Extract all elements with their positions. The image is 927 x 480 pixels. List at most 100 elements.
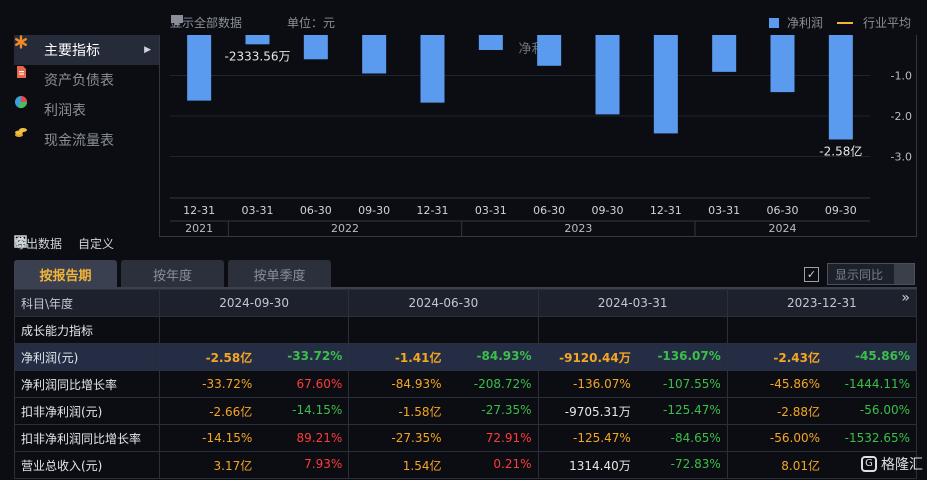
double-chevron-right-icon[interactable]: » (901, 290, 910, 306)
bar (478, 35, 503, 50)
nav-item-label: 利润表 (44, 103, 86, 119)
cell-yoy: -1444.11% (844, 377, 910, 391)
bar (595, 35, 620, 115)
table-header-row: 科目\年度 2024-09-30 2024-06-30 2024-03-31 2… (14, 289, 918, 317)
row-label: 营业总收入(元) (14, 451, 160, 479)
value-pair: -1.58亿 -27.35% (355, 403, 531, 420)
year-label: 2021 (185, 222, 213, 235)
legend-net-profit-label: 净利润 (786, 16, 823, 30)
value-pair: -56.00% -1532.65% (734, 431, 910, 445)
table-cell: -14.15% 89.21% (158, 424, 350, 452)
cell-yoy: -125.47% (663, 402, 721, 417)
dropdown-arrow-icon (894, 264, 914, 284)
table-cell: -1.41亿 -84.93% (348, 343, 539, 371)
legend-industry-avg-label: 行业平均 (862, 16, 911, 30)
nav-item-label: 资产负债表 (44, 73, 114, 89)
table-cell: 3.17亿 7.93% (158, 451, 350, 479)
x-tick-label: 12-31 (183, 204, 215, 217)
y-tick-label: -1.0 (891, 70, 912, 83)
tabs-underline (14, 287, 917, 289)
table-cell: -56.00% -1532.65% (726, 424, 918, 452)
cell-value: -27.35% (391, 431, 442, 445)
value-pair: -14.15% 89.21% (166, 431, 342, 445)
customize-button[interactable]: 自定义 (15, 235, 122, 252)
cell-value: 1.54亿 (402, 458, 442, 473)
table-row: 营业总收入(元) 3.17亿 7.93% 1.54亿 0.21% 1314.40万 -72.… (14, 451, 918, 479)
value-pair: -125.47% -84.65% (545, 431, 721, 445)
cell-yoy: 72.91% (485, 431, 532, 445)
bar (828, 35, 853, 140)
header-date: 2024-03-31 (537, 289, 728, 317)
show-yoy-checkbox[interactable]: ✓ (804, 266, 819, 282)
table-row: 扣非净利润(元) -2.66亿 -14.15% -1.58亿 -27.35% -9705.… (14, 397, 918, 425)
row-label: 扣非净利润同比增长率 (14, 424, 160, 452)
bar (653, 35, 678, 134)
net-profit-chart: -1.0-2.0-3.0净利润12-3103-3106-3009-3012-31… (159, 35, 917, 237)
x-tick-label: 06-30 (300, 204, 332, 217)
value-pair: -45.86% -1444.11% (734, 377, 910, 391)
brand-name: 格隆汇 (881, 457, 923, 473)
header-subject-year: 科目\年度 (14, 289, 160, 317)
x-tick-label: 12-31 (417, 204, 449, 217)
chart-canvas: -1.0-2.0-3.0净利润12-3103-3106-3009-3012-31… (170, 35, 912, 237)
header-date-cell: 2023-12-31 » (726, 289, 918, 317)
cell-yoy: -56.00% (859, 402, 910, 417)
cell-yoy: -1532.65% (844, 431, 910, 445)
value-pair: 1.54亿 0.21% (355, 457, 532, 474)
chart-legend: 净利润 行业平均 (768, 14, 911, 31)
show-yoy-label: 显示同比 (835, 267, 884, 282)
cell-yoy: 67.60% (296, 377, 343, 391)
cell-yoy: -72.83% (670, 456, 721, 471)
unit-label: 单位：元 (287, 16, 336, 30)
bar (187, 35, 212, 101)
tab-by-quarter[interactable]: 按单季度 (228, 260, 331, 288)
cell-value: -84.93% (391, 377, 442, 391)
nav-item-main-indicators[interactable]: 主要指标 ▶ (14, 35, 159, 65)
cell-yoy: -45.86% (855, 348, 910, 363)
value-pair: -136.07% -107.55% (545, 377, 721, 391)
table-toolbar: 导出数据 自定义 (14, 235, 130, 252)
table-cell: -2.58亿 -33.72% (158, 343, 350, 371)
value-pair: 8.01亿 (734, 457, 910, 474)
row-label: 扣非净利润(元) (14, 397, 160, 425)
cell-yoy: -14.15% (292, 402, 343, 417)
show-yoy-select[interactable]: 显示同比 (827, 263, 915, 285)
table-cell: -2.88亿 -56.00% (726, 397, 918, 425)
nav-item-cash-flow[interactable]: 现金流量表 (14, 125, 159, 155)
x-tick-label: 03-31 (242, 204, 274, 217)
cell-value: -45.86% (769, 377, 820, 391)
cell-value: -1.58亿 (398, 404, 442, 419)
value-pair: -84.93% -208.72% (355, 377, 531, 391)
bar (245, 35, 270, 45)
nav-item-balance-sheet[interactable]: 资产负债表 (14, 65, 159, 95)
cell-yoy: -136.07% (657, 348, 721, 363)
gelonghui-logo-icon: G (861, 456, 877, 472)
cell-value: -9705.31万 (564, 404, 631, 419)
period-tabs: 按报告期 按年度 按单季度 (14, 260, 335, 288)
section-title: 成长能力指标 (14, 316, 160, 344)
nav-item-label: 主要指标 (44, 43, 100, 59)
value-pair: 3.17亿 7.93% (166, 457, 343, 474)
data-label: -2.58亿 (819, 143, 862, 158)
value-pair: -2.88亿 -56.00% (734, 403, 910, 420)
cell-value: -9120.44万 (559, 350, 631, 365)
value-pair: -2.66亿 -14.15% (166, 403, 342, 420)
x-tick-label: 06-30 (767, 204, 799, 217)
tab-by-report-period[interactable]: 按报告期 (14, 260, 117, 288)
cell-value: 1314.40万 (569, 458, 631, 473)
cell-value: 3.17亿 (213, 458, 253, 473)
nav-item-income-statement[interactable]: 利润表 (14, 95, 159, 125)
bar (420, 35, 445, 103)
show-yoy-control: ✓ 显示同比 (804, 263, 915, 285)
cell-value: -1.41亿 (394, 350, 442, 365)
show-all-label: 显示全部数据 (170, 16, 243, 30)
cell-value: -2.58亿 (205, 350, 253, 365)
x-tick-label: 06-30 (533, 204, 565, 217)
show-all-data-toggle[interactable]: 显示全部数据 (170, 14, 242, 31)
table-cell: -45.86% -1444.11% (726, 370, 918, 398)
value-pair: -33.72% 67.60% (166, 377, 342, 391)
x-tick-label: 03-31 (708, 204, 740, 217)
cell-yoy: -33.72% (287, 348, 343, 363)
tab-by-year[interactable]: 按年度 (121, 260, 224, 288)
value-pair: -9120.44万 -136.07% (545, 349, 721, 366)
